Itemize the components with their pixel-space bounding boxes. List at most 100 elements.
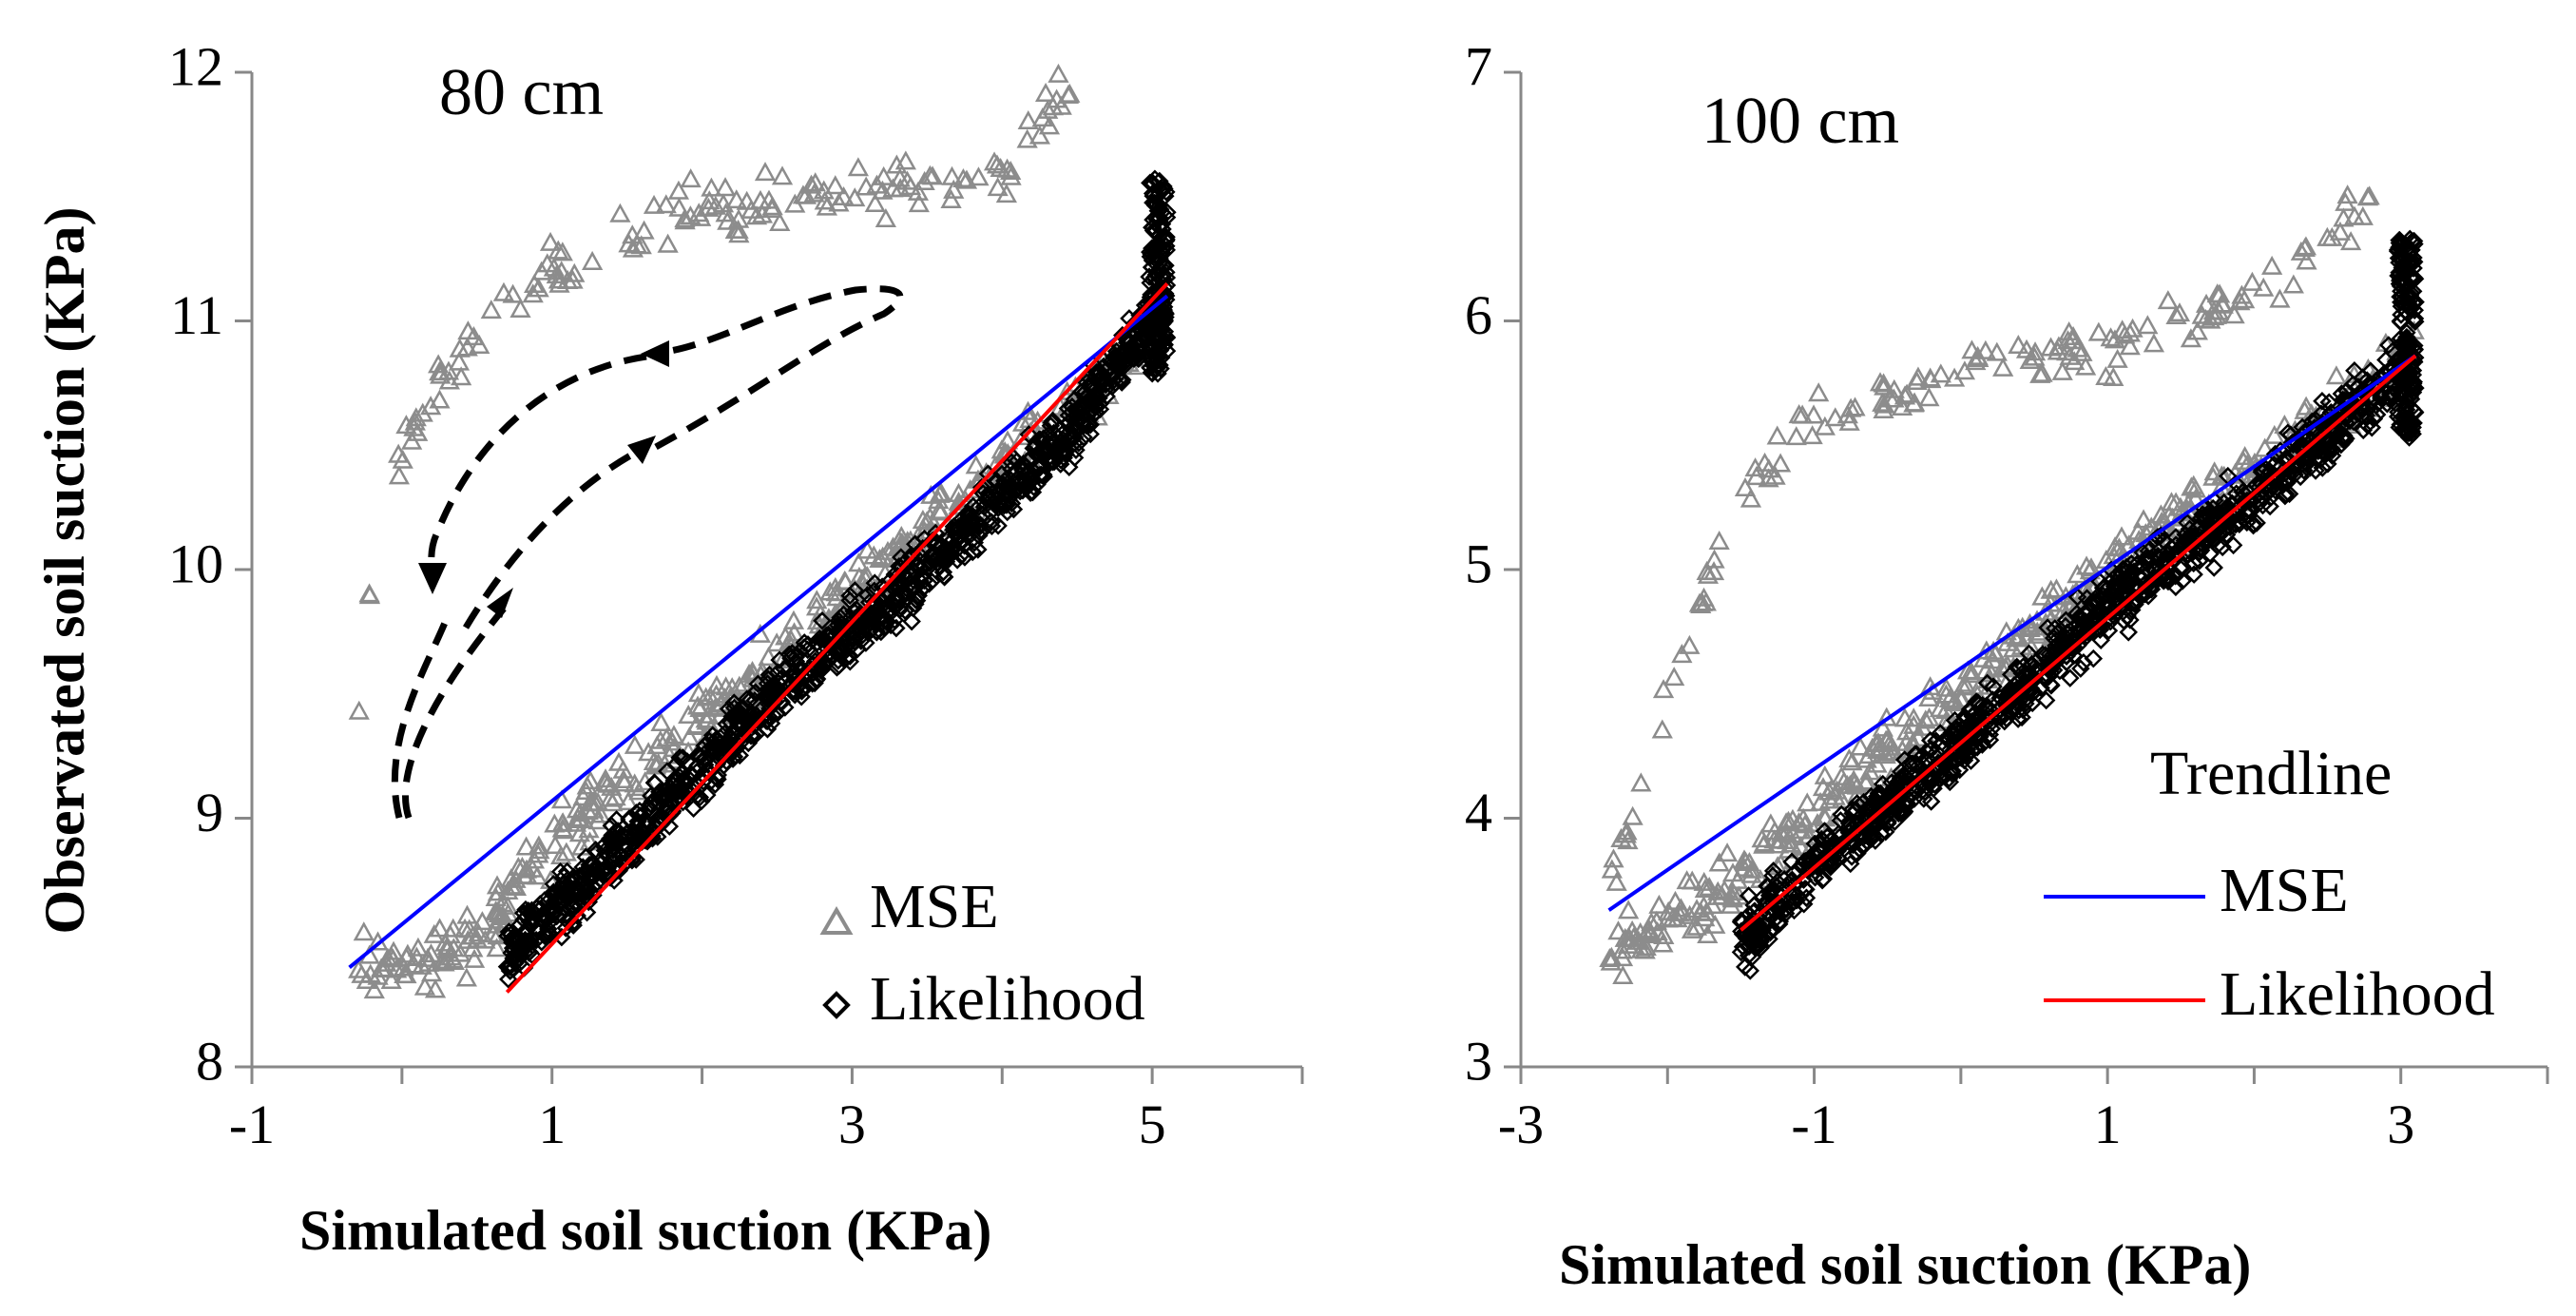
left-mse-point bbox=[382, 940, 405, 960]
right-likelihood-point bbox=[2071, 659, 2090, 678]
right-mse-point bbox=[2254, 437, 2276, 457]
right-mse-point bbox=[2234, 446, 2256, 466]
right-mse-point bbox=[1599, 947, 1621, 968]
left-mse-point bbox=[662, 731, 683, 751]
right-likelihood-point bbox=[2322, 446, 2342, 466]
right-likelihood-point bbox=[2050, 661, 2069, 681]
right-likelihood-point bbox=[2012, 707, 2031, 727]
left-likelihood-point bbox=[628, 812, 647, 831]
right-legend: Trendline MSE Likelihood bbox=[2044, 739, 2495, 1029]
left-mse-point bbox=[990, 158, 1011, 178]
left-mse-point bbox=[704, 195, 726, 215]
right-mse-point bbox=[1879, 388, 1902, 408]
right-mse-point bbox=[1775, 812, 1797, 832]
left-likelihood-point bbox=[896, 584, 916, 603]
right-mse-point bbox=[2143, 333, 2165, 353]
right-mse-point bbox=[1824, 407, 1846, 427]
right-likelihood-point bbox=[2336, 429, 2355, 448]
left-mse-point bbox=[428, 354, 450, 374]
left-mse-point bbox=[568, 822, 591, 842]
right-mse-point bbox=[2229, 291, 2251, 311]
right-mse-point bbox=[1791, 404, 1814, 424]
left-likelihood-point bbox=[1039, 425, 1059, 444]
left-mse-point bbox=[492, 281, 515, 301]
right-y-ticks: 3 4 5 6 7 bbox=[1465, 35, 1521, 1092]
left-likelihood-point bbox=[840, 590, 859, 610]
left-mse-point bbox=[413, 976, 436, 996]
right-mse-point bbox=[1648, 894, 1670, 914]
right-mse-point bbox=[1617, 927, 1639, 947]
left-likelihood-point bbox=[782, 644, 802, 663]
left-likelihood-point bbox=[673, 748, 693, 767]
left-mse-point bbox=[392, 449, 413, 469]
right-likelihood-point bbox=[2048, 634, 2067, 654]
right-likelihood-point bbox=[2396, 236, 2416, 256]
right-likelihood-point bbox=[2190, 552, 2209, 571]
right-likelihood-point bbox=[2240, 492, 2259, 511]
left-likelihood-point bbox=[790, 641, 810, 661]
left-mse-point bbox=[551, 818, 573, 838]
right-mse-point bbox=[1808, 382, 1830, 402]
left-likelihood-point bbox=[519, 933, 538, 953]
right-mse-point bbox=[1776, 822, 1797, 842]
right-likelihood-point bbox=[2077, 614, 2097, 633]
right-mse-point bbox=[1611, 947, 1634, 967]
legend-title: Trendline bbox=[2150, 739, 2392, 808]
right-mse-point bbox=[1645, 910, 1667, 930]
right-mse-point bbox=[2340, 231, 2362, 251]
left-likelihood-point bbox=[631, 820, 651, 839]
right-likelihood-point bbox=[2395, 331, 2415, 351]
right-likelihood-point bbox=[2313, 458, 2333, 477]
left-likelihood-point bbox=[1087, 387, 1107, 406]
left-likelihood-point bbox=[1051, 436, 1071, 455]
right-mse-point bbox=[1617, 830, 1639, 850]
left-mse-point bbox=[581, 250, 604, 270]
left-mse-point bbox=[844, 187, 866, 207]
left-mse-point bbox=[686, 695, 709, 715]
left-mse-point bbox=[643, 194, 665, 214]
arrowhead-3 bbox=[641, 340, 669, 367]
left-likelihood-point bbox=[911, 571, 930, 590]
right-likelihood-point bbox=[2344, 412, 2363, 432]
right-likelihood-point bbox=[1797, 888, 1817, 908]
left-mse-point bbox=[411, 955, 433, 975]
left-likelihood-point bbox=[1024, 477, 1044, 497]
right-likelihood-point bbox=[2367, 405, 2387, 424]
left-likelihood-point bbox=[991, 496, 1010, 515]
left-likelihood-point bbox=[616, 836, 636, 855]
left-mse-point bbox=[1048, 63, 1069, 83]
right-likelihood-point bbox=[1895, 767, 1915, 786]
right-mse-point bbox=[2059, 345, 2081, 365]
right-likelihood-point bbox=[2353, 368, 2373, 387]
right-mse-point bbox=[1727, 869, 1749, 889]
right-likelihood-point bbox=[1921, 792, 1941, 811]
right-likelihood-point bbox=[2253, 495, 2273, 515]
right-likelihood-point bbox=[2092, 590, 2112, 609]
left-likelihood-point bbox=[1086, 362, 1106, 382]
left-mse-point bbox=[872, 180, 894, 200]
right-mse-point bbox=[2119, 336, 2141, 356]
left-likelihood-point bbox=[503, 929, 522, 949]
right-likelihood-point bbox=[2166, 535, 2185, 554]
left-likelihood-point bbox=[554, 873, 573, 893]
right-mse-point bbox=[1607, 920, 1629, 940]
left-mse-point bbox=[921, 165, 944, 185]
left-likelihood-point bbox=[1107, 366, 1126, 386]
right-mse-point bbox=[2087, 321, 2109, 341]
right-likelihood-point bbox=[2354, 420, 2374, 440]
left-likelihood-point bbox=[1048, 428, 1067, 448]
right-mse-point bbox=[1690, 901, 1712, 921]
arrowhead-4 bbox=[418, 563, 447, 594]
right-likelihood-point bbox=[2019, 644, 2039, 664]
left-mse-point bbox=[705, 674, 728, 694]
right-likelihood-point bbox=[1943, 764, 1962, 784]
left-mse-point bbox=[528, 843, 549, 863]
right-likelihood-point bbox=[1759, 877, 1778, 897]
right-mse-point bbox=[2008, 626, 2029, 646]
left-mse-point bbox=[468, 922, 490, 942]
left-mse-point bbox=[420, 962, 443, 982]
left-likelihood-point bbox=[587, 859, 607, 879]
right-likelihood-point bbox=[1983, 690, 2003, 709]
right-likelihood-point bbox=[1839, 817, 1859, 837]
left-likelihood-point bbox=[955, 548, 974, 567]
